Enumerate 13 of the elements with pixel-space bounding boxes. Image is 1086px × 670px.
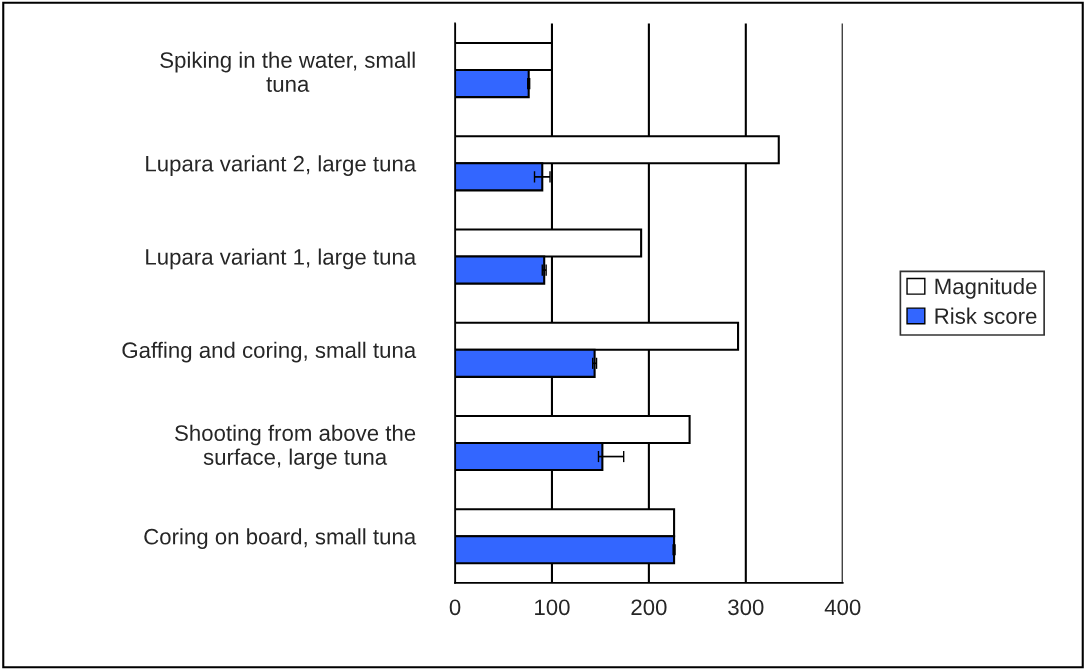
y-tick-label: Shooting from above the surface, large tuna (175, 424, 416, 470)
legend-label: Risk score (935, 307, 1037, 324)
legend-label: Magnitude (935, 278, 1037, 299)
y-tick-label: Spiking in the water, small tuna (160, 51, 415, 92)
x-tick-label: 400 (824, 599, 861, 616)
y-tick-label: Coring on board, small tuna (144, 528, 417, 549)
y-tick-label: Lupara variant 1, large tuna (146, 248, 417, 270)
x-tick-label: 200 (631, 599, 667, 616)
x-tick-label: 0 (449, 599, 461, 616)
x-tick-label: 100 (535, 599, 570, 616)
y-tick-label: Gaffing and coring, small tuna (122, 341, 417, 363)
y-tick-label: Lupara variant 2, large tuna (146, 155, 417, 176)
x-tick-label: 300 (728, 599, 764, 616)
